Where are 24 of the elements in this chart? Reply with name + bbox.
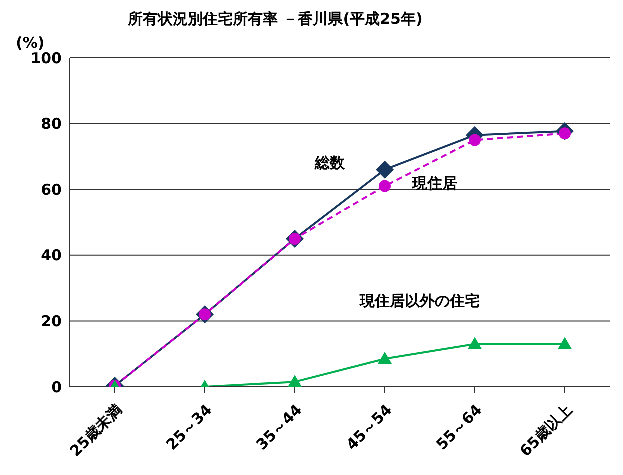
- y-tick-label: 0: [52, 378, 62, 396]
- x-tick-label: 55～64: [432, 401, 486, 454]
- y-tick-label: 20: [41, 312, 62, 331]
- x-tick-label: 45～54: [342, 401, 396, 454]
- x-tick-label: 65歳以上: [516, 401, 576, 460]
- point: [558, 337, 572, 350]
- point: [376, 160, 394, 179]
- point: [378, 352, 392, 364]
- series-label: 現住居以外の住宅: [359, 292, 480, 310]
- x-tick-label: 25～34: [162, 401, 216, 454]
- point: [379, 180, 391, 192]
- y-tick-label: 60: [41, 180, 62, 199]
- series-label: 総数: [314, 154, 346, 172]
- point: [469, 134, 481, 146]
- y-tick-label: 80: [41, 115, 62, 134]
- y-tick-label: 40: [41, 246, 62, 265]
- chart-title: 所有状況別住宅所有率 －香川県(平成25年): [128, 10, 423, 29]
- point: [288, 375, 302, 387]
- x-tick-label: 35～44: [252, 401, 306, 454]
- x-tick-label: 25歳未満: [66, 401, 126, 460]
- series-label: 現住居: [412, 174, 458, 192]
- point: [468, 337, 482, 350]
- y-tick-label: 100: [30, 49, 62, 68]
- y-axis-title: (%): [16, 34, 45, 52]
